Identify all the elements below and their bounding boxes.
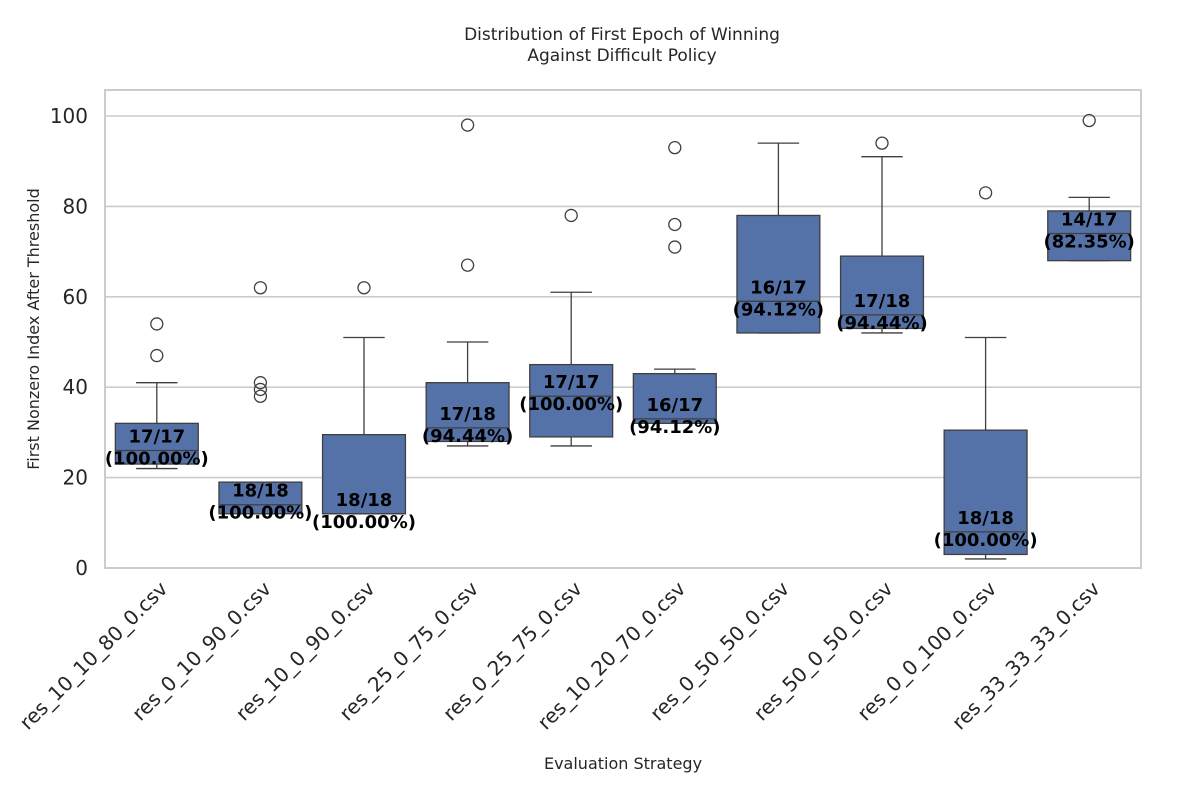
annotation-count: 18/18 — [232, 481, 289, 502]
y-tick-label: 20 — [63, 466, 88, 490]
annotation-percent: (100.00%) — [105, 448, 209, 469]
annotation-percent: (100.00%) — [934, 530, 1038, 551]
annotation-percent: (94.44%) — [836, 313, 927, 334]
outlier-point — [150, 348, 164, 363]
annotation-percent: (100.00%) — [208, 503, 312, 524]
annotation-count: 18/18 — [957, 508, 1014, 529]
annotation-count: 17/18 — [439, 404, 496, 425]
outlier-point — [253, 389, 268, 403]
outlier-point — [357, 281, 371, 295]
annotation-count: 14/17 — [1061, 210, 1118, 231]
box-iqr — [736, 214, 821, 334]
box-iqr — [632, 372, 717, 425]
y-tick-label: 40 — [63, 375, 88, 399]
outlier-point — [668, 240, 682, 254]
outlier-point — [253, 376, 268, 390]
y-tick-labels: 0 20 40 60 80 100 — [50, 104, 88, 580]
box-group — [839, 136, 925, 334]
outlier-point — [668, 140, 682, 155]
box-iqr — [1047, 210, 1132, 262]
outlier-point — [460, 258, 475, 272]
box-group — [632, 140, 717, 425]
box-iqr — [943, 429, 1028, 556]
annotation-count: 16/17 — [646, 395, 703, 416]
box-iqr — [114, 422, 199, 465]
box-iqr — [425, 382, 510, 443]
outlier-point — [978, 186, 993, 200]
box-annotations: 17/17(100.00%)18/18(100.00%)18/18(100.00… — [105, 210, 1135, 551]
annotation-count: 18/18 — [336, 490, 393, 511]
outlier-point — [668, 217, 682, 232]
outlier-point — [253, 281, 268, 295]
outlier-point — [253, 382, 268, 397]
box-group — [1047, 113, 1132, 262]
outlier-point — [1082, 113, 1096, 128]
box-group — [425, 118, 510, 447]
annotation-percent: (94.12%) — [733, 299, 824, 320]
annotation-percent: (100.00%) — [519, 394, 623, 415]
outlier-point — [564, 208, 578, 223]
annotation-count: 17/17 — [543, 372, 600, 393]
box-group — [529, 208, 614, 447]
outlier-point — [460, 118, 475, 132]
x-axis-label: Evaluation Strategy — [544, 754, 702, 773]
y-tick-label: 60 — [63, 285, 88, 309]
box-iqr — [529, 363, 614, 438]
y-axis-label: First Nonzero Index After Threshold — [24, 188, 43, 470]
annotation-count: 17/18 — [854, 291, 911, 312]
box-group — [321, 281, 407, 515]
box-group — [218, 281, 303, 515]
y-tick-label: 80 — [63, 194, 88, 218]
box-iqr — [218, 481, 303, 515]
boxes — [114, 113, 1132, 560]
box-iqr — [839, 255, 925, 330]
annotation-percent: (94.12%) — [629, 417, 720, 438]
annotation-percent: (82.35%) — [1043, 232, 1134, 253]
box-group — [943, 186, 1028, 560]
outlier-point — [150, 317, 164, 331]
chart-title-line-1: Distribution of First Epoch of Winning — [464, 25, 780, 45]
chart-title-line-2: Against Difficult Policy — [527, 46, 716, 66]
box-group — [114, 317, 199, 470]
annotation-count: 16/17 — [750, 277, 807, 298]
plot-frame — [104, 89, 1142, 569]
outlier-point — [875, 136, 889, 150]
y-tick-label: 100 — [50, 104, 88, 128]
annotation-count: 17/17 — [128, 426, 185, 447]
annotation-percent: (100.00%) — [312, 512, 416, 533]
box-group — [736, 142, 821, 334]
y-tick-label: 0 — [75, 556, 88, 580]
annotation-percent: (94.44%) — [422, 426, 513, 447]
